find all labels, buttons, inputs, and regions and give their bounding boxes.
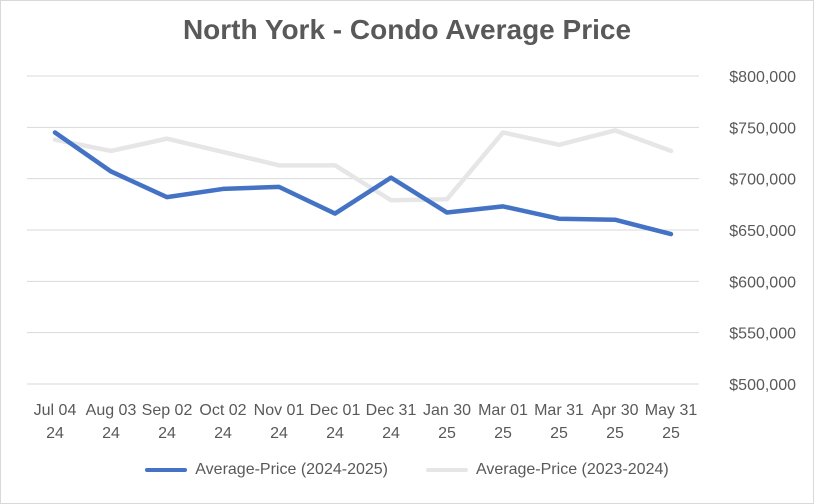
x-tick-label: Nov 01 24	[254, 402, 305, 442]
x-tick-label: May 31 25	[645, 402, 698, 442]
x-tick-label: Mar 01 25	[478, 402, 528, 442]
legend-swatch	[145, 468, 188, 472]
x-tick-label: Oct 02 24	[199, 402, 246, 442]
series-lines	[52, 128, 674, 237]
gridlines	[27, 75, 699, 385]
x-tick-label: Dec 31 24	[366, 402, 417, 442]
x-tick-label: Dec 01 24	[310, 402, 361, 442]
x-tick-label: Jan 30 25	[423, 402, 471, 442]
y-tick-label: $700,000	[729, 172, 796, 189]
legend-item-series-1: Average-Price (2024-2025)	[145, 461, 388, 479]
x-tick-label: Sep 02 24	[142, 402, 193, 442]
y-tick-label: $600,000	[729, 274, 796, 291]
legend-swatch	[426, 468, 468, 472]
legend: Average-Price (2024-2025) Average-Price …	[0, 458, 814, 482]
y-tick-label: $800,000	[729, 69, 796, 86]
series-line-2	[52, 128, 674, 203]
x-tick-label: Apr 30 25	[591, 402, 638, 442]
x-tick-label: Mar 31 25	[534, 402, 584, 442]
y-axis-tick-labels: $500,000 $550,000 $600,000 $650,000 $700,000…	[729, 69, 796, 394]
x-tick-label: Jul 04 24	[34, 402, 77, 442]
x-tick-label: Aug 03 24	[86, 402, 137, 442]
y-tick-label: $750,000	[729, 120, 796, 137]
y-tick-label: $650,000	[729, 223, 796, 240]
series-line-1	[52, 130, 674, 237]
legend-label: Average-Price (2024-2025)	[195, 461, 388, 478]
y-tick-label: $500,000	[729, 377, 796, 394]
legend-item-series-2: Average-Price (2023-2024)	[426, 461, 669, 479]
chart-title: North York - Condo Average Price	[182, 14, 632, 45]
legend-label: Average-Price (2023-2024)	[476, 461, 669, 478]
y-tick-label: $550,000	[729, 326, 796, 343]
